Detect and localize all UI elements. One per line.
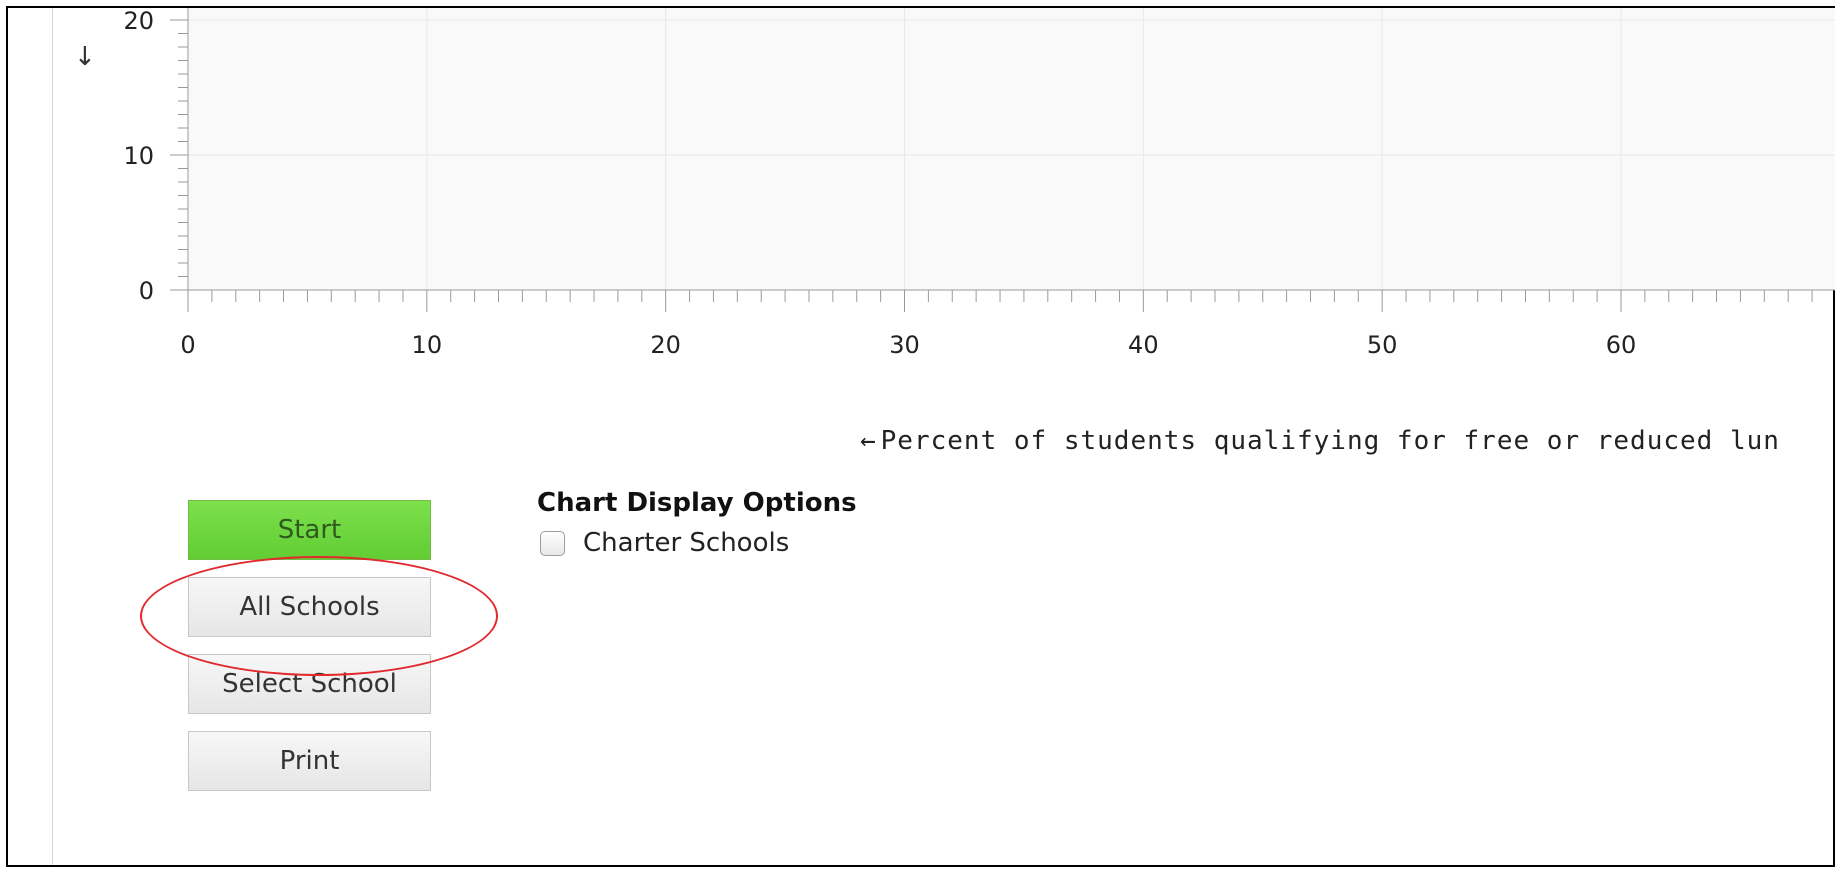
charter-schools-label[interactable]: Charter Schools: [583, 528, 790, 558]
x-axis-label: ← Percent of students qualifying for free…: [860, 426, 1780, 456]
y-axis-arrow: ↓: [74, 42, 96, 72]
x-tick-label: 50: [1367, 331, 1398, 359]
all-schools-button[interactable]: All Schools: [188, 577, 431, 637]
x-tick-label: 40: [1128, 331, 1159, 359]
x-tick-label: 60: [1606, 331, 1637, 359]
side-divider: [52, 8, 53, 865]
x-tick-label: 0: [180, 331, 195, 359]
chart-axes: [170, 8, 1835, 312]
charter-schools-option[interactable]: Charter Schools: [540, 528, 789, 558]
x-axis-label-text: Percent of students qualifying for free …: [880, 426, 1780, 456]
x-tick-label: 30: [889, 331, 920, 359]
y-tick-label: 20: [123, 7, 154, 35]
start-button[interactable]: Start: [188, 500, 431, 560]
chart-tick-labels: 0 10 20 30 40 50 60 0 10 20: [123, 7, 1636, 359]
chart-display-options-title: Chart Display Options: [537, 488, 857, 518]
chart-grid: [188, 8, 1835, 290]
x-tick-label: 10: [412, 331, 443, 359]
select-school-button[interactable]: Select School: [188, 654, 431, 714]
print-button[interactable]: Print: [188, 731, 431, 791]
x-tick-label: 20: [650, 331, 681, 359]
plot-area: [188, 8, 1835, 290]
x-axis-arrow-icon: ←: [860, 426, 877, 456]
y-tick-label: 10: [123, 142, 154, 170]
charter-schools-checkbox[interactable]: [540, 530, 565, 556]
y-tick-label: 0: [139, 277, 154, 305]
